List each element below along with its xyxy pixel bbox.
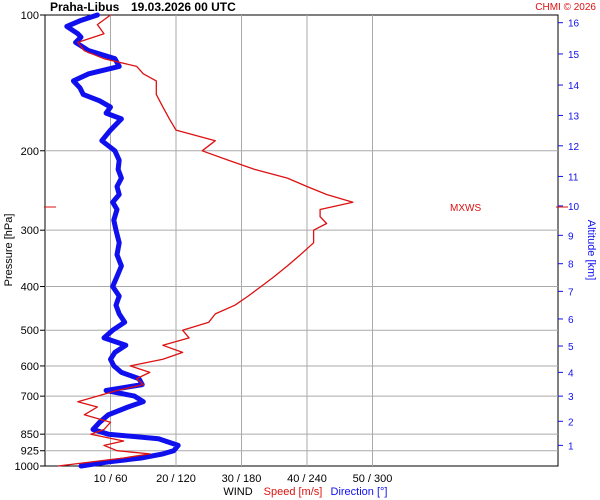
pressure-tick-label-600: 600	[21, 361, 39, 373]
speed-legend-label: Speed [m/s]	[264, 486, 323, 498]
altitude-tick-label-1: 1	[568, 441, 574, 452]
altitude-tick-label-16: 16	[568, 19, 580, 30]
pressure-axis-title: Pressure [hPa]	[3, 214, 15, 287]
altitude-tick-label-10: 10	[568, 202, 580, 213]
x-tick-label-50: 50 / 300	[353, 473, 393, 485]
pressure-tick-label-200: 200	[21, 146, 39, 158]
altitude-tick-label-7: 7	[568, 287, 574, 298]
x-tick-label-10: 10 / 60	[94, 473, 128, 485]
speed-series-line	[58, 14, 354, 467]
altitude-tick-label-14: 14	[568, 81, 580, 92]
direction-legend-label: Direction [°]	[331, 486, 388, 498]
plot-frame	[44, 14, 559, 467]
altitude-tick-label-4: 4	[568, 368, 574, 379]
pressure-tick-label-400: 400	[21, 282, 39, 294]
tick-layer: 1002003004005006007008509251000123456789…	[15, 10, 580, 485]
altitude-tick-label-8: 8	[568, 260, 574, 271]
altitude-axis-title: Altitude [km]	[585, 220, 597, 281]
x-tick-label-30: 30 / 180	[222, 473, 262, 485]
altitude-tick-label-2: 2	[568, 417, 574, 428]
x-tick-label-40: 40 / 240	[287, 473, 327, 485]
mxws-label: MXWS	[450, 203, 481, 214]
altitude-tick-label-12: 12	[568, 142, 580, 153]
pressure-tick-label-925: 925	[21, 446, 39, 458]
copyright-label: CHMI © 2026	[535, 2, 596, 13]
pressure-tick-label-700: 700	[21, 391, 39, 403]
sounding-datetime: 19.03.2026 00 UTC	[131, 0, 236, 14]
x-tick-label-20: 20 / 120	[156, 473, 196, 485]
pressure-tick-label-500: 500	[21, 325, 39, 337]
pressure-tick-label-1000: 1000	[15, 461, 39, 473]
altitude-tick-label-5: 5	[568, 342, 574, 353]
altitude-tick-label-9: 9	[568, 231, 574, 242]
wind-legend-label: WIND	[223, 486, 252, 498]
series-layer	[58, 12, 354, 469]
pressure-tick-label-300: 300	[21, 225, 39, 237]
altitude-tick-label-11: 11	[568, 172, 579, 183]
altitude-tick-label-15: 15	[568, 50, 580, 61]
altitude-tick-label-6: 6	[568, 315, 574, 326]
altitude-tick-label-13: 13	[568, 111, 580, 122]
station-name: Praha-Libus	[50, 0, 120, 14]
direction-series-line	[64, 12, 181, 469]
pressure-tick-label-100: 100	[21, 10, 39, 22]
altitude-tick-label-3: 3	[568, 392, 574, 403]
pressure-tick-label-850: 850	[21, 429, 39, 441]
